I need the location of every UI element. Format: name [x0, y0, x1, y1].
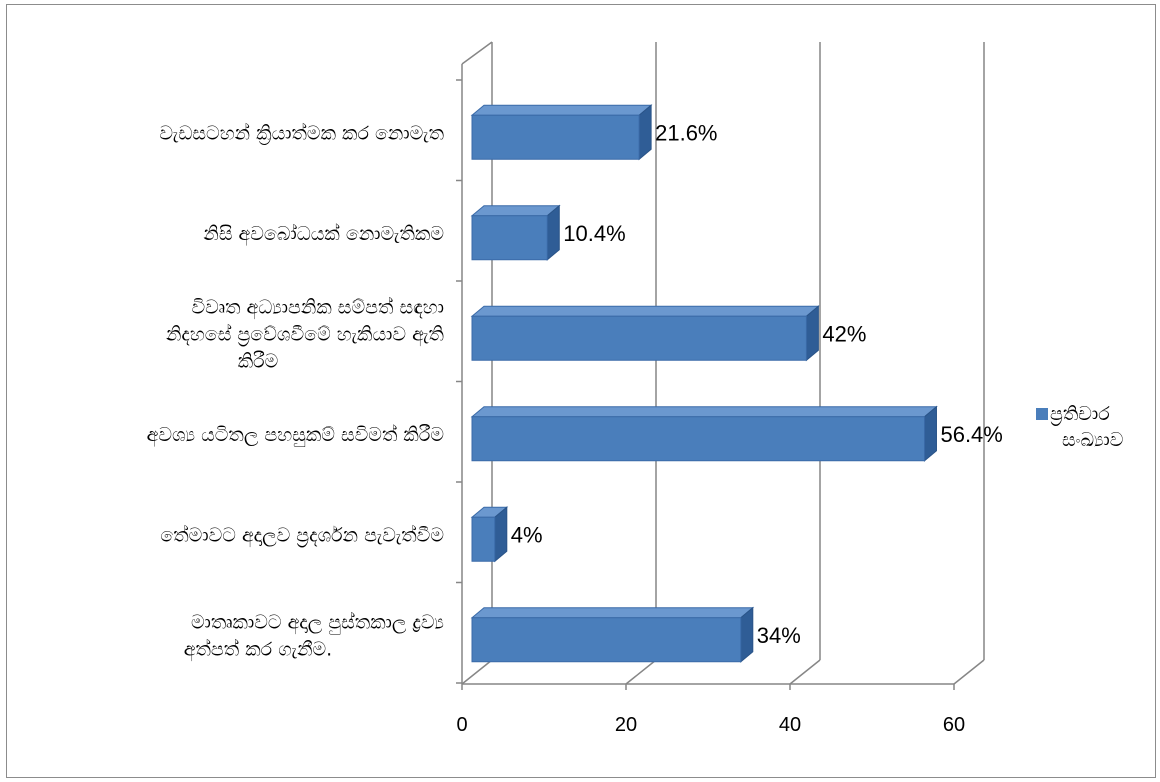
- category-label-1-line-0: නිසි අවබෝධයක් නොමැතිකම: [203, 223, 444, 246]
- bar-top-3: [470, 406, 938, 418]
- bar-side-4: [494, 506, 508, 563]
- bar-3: [471, 416, 925, 462]
- category-label-2-line-2: කිරීම: [238, 350, 279, 372]
- category-label-4-line-0: තේමාවට අදාලව ප්‍රදර්ශන පැවැත්වීම: [160, 524, 444, 547]
- category-label-2-line-0: විවෘත අධ්‍යාපනික සම්පත් සඳහා: [192, 296, 444, 319]
- x-tick-label-60: 60: [943, 714, 965, 736]
- category-label-5-line-0: මාතෘකාවට අදාල පුස්තකාල ද්‍රව්‍ය: [191, 611, 444, 635]
- category-label-0-line-0: වැඩසටහන් ක්‍රියාත්මක කර නොමැත: [159, 122, 444, 145]
- legend-swatch: [1036, 408, 1048, 420]
- data-label-5: 34%: [757, 623, 801, 648]
- category-label-3-line-0: අවශ්‍ය යටිතල පහසුකම් සවිමත් කිරීම: [147, 424, 444, 448]
- floor-line-60: [953, 659, 985, 685]
- x-tick-label-20: 20: [615, 714, 637, 736]
- bar-side-0: [638, 104, 652, 161]
- floor-line-40: [789, 659, 821, 685]
- bar-top-1: [470, 205, 561, 217]
- bar-side-2: [805, 305, 819, 362]
- bar-top-0: [470, 104, 653, 116]
- bar-side-5: [740, 606, 754, 663]
- category-label-5-line-1: අත්පත් කර ගැනීම.: [184, 638, 332, 661]
- bar-2: [471, 315, 807, 361]
- floor-line-20: [625, 659, 657, 685]
- data-label-1: 10.4%: [563, 221, 625, 246]
- floor-line-0: [461, 659, 493, 685]
- bar-5: [471, 617, 742, 663]
- side-wall-top-edge: [461, 41, 493, 65]
- bar-side-1: [546, 204, 560, 261]
- legend-label-line-1: සංඛ්‍යාව: [1062, 429, 1123, 451]
- data-label-3: 56.4%: [940, 422, 1002, 447]
- x-tick-label-0: 0: [456, 714, 467, 736]
- x-tick-label-40: 40: [779, 714, 801, 736]
- category-label-2-line-1: නිදහසේ ප්‍රවේශවීමේ හැකියාව ඇති: [166, 323, 444, 346]
- bar-top-2: [470, 305, 820, 317]
- bar-side-3: [923, 405, 937, 462]
- bar-1: [471, 215, 548, 261]
- bar-4: [471, 516, 496, 562]
- legend-label-line-0: ප්‍රතිචාර: [1050, 403, 1110, 426]
- bar-0: [471, 114, 640, 160]
- data-label-0: 21.6%: [655, 120, 717, 145]
- data-label-4: 4%: [511, 522, 543, 547]
- data-label-2: 42%: [822, 321, 866, 346]
- bar-top-5: [470, 607, 755, 619]
